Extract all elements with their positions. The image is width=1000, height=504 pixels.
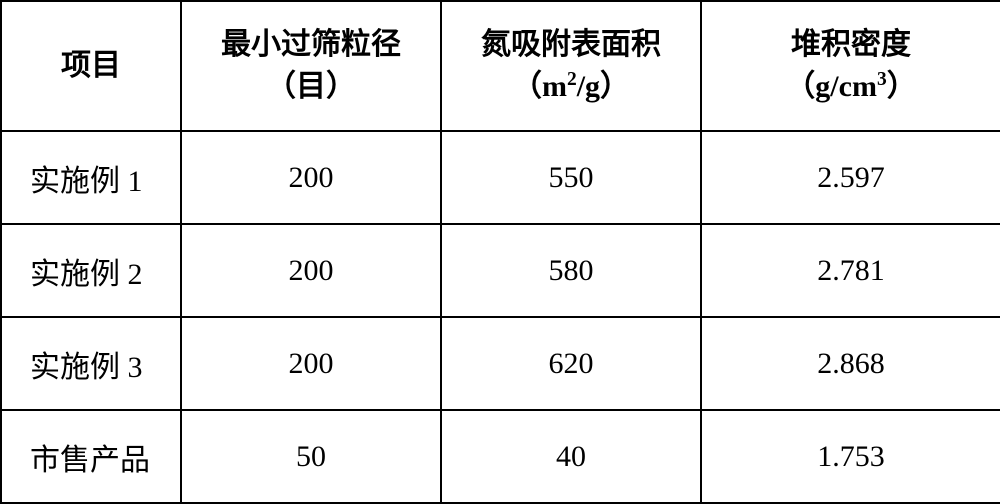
col-header-item: 项目 (1, 1, 181, 131)
header-text-line2: （目） (266, 70, 356, 103)
table-row: 实施例 1 200 550 2.597 (1, 131, 1000, 224)
cell-surface: 620 (441, 317, 701, 410)
cell-sieve: 200 (181, 224, 441, 317)
data-table: 项目 最小过筛粒径 （目） 氮吸附表面积 （m2/g） 堆积密度 （g/cm3）… (0, 0, 1000, 504)
col-header-sieve: 最小过筛粒径 （目） (181, 1, 441, 131)
header-text-line2-prefix: （m (512, 70, 567, 103)
cell-surface: 550 (441, 131, 701, 224)
header-text-line1: 氮吸附表面积 (481, 28, 661, 61)
table-row: 实施例 2 200 580 2.781 (1, 224, 1000, 317)
cell-density: 1.753 (701, 410, 1000, 503)
row-label: 实施例 1 (1, 131, 181, 224)
row-label: 市售产品 (1, 410, 181, 503)
header-row: 项目 最小过筛粒径 （目） 氮吸附表面积 （m2/g） 堆积密度 （g/cm3） (1, 1, 1000, 131)
cell-density: 2.868 (701, 317, 1000, 410)
table-row: 市售产品 50 40 1.753 (1, 410, 1000, 503)
row-label: 实施例 2 (1, 224, 181, 317)
header-text: 项目 (61, 49, 121, 82)
cell-density: 2.597 (701, 131, 1000, 224)
header-sup: 3 (877, 69, 887, 90)
table-container: 项目 最小过筛粒径 （目） 氮吸附表面积 （m2/g） 堆积密度 （g/cm3）… (0, 0, 1000, 502)
cell-sieve: 200 (181, 317, 441, 410)
col-header-surface: 氮吸附表面积 （m2/g） (441, 1, 701, 131)
cell-surface: 580 (441, 224, 701, 317)
header-text-line1: 最小过筛粒径 (221, 28, 401, 61)
cell-sieve: 50 (181, 410, 441, 503)
header-sup: 2 (567, 69, 577, 90)
cell-density: 2.781 (701, 224, 1000, 317)
col-header-density: 堆积密度 （g/cm3） (701, 1, 1000, 131)
header-text-line2-suffix: /g） (577, 70, 630, 103)
cell-sieve: 200 (181, 131, 441, 224)
row-label: 实施例 3 (1, 317, 181, 410)
header-text-line2-suffix: ） (887, 70, 917, 103)
header-text-line1: 堆积密度 (791, 28, 911, 61)
cell-surface: 40 (441, 410, 701, 503)
header-text-line2-prefix: （g/cm (785, 70, 877, 103)
table-row: 实施例 3 200 620 2.868 (1, 317, 1000, 410)
